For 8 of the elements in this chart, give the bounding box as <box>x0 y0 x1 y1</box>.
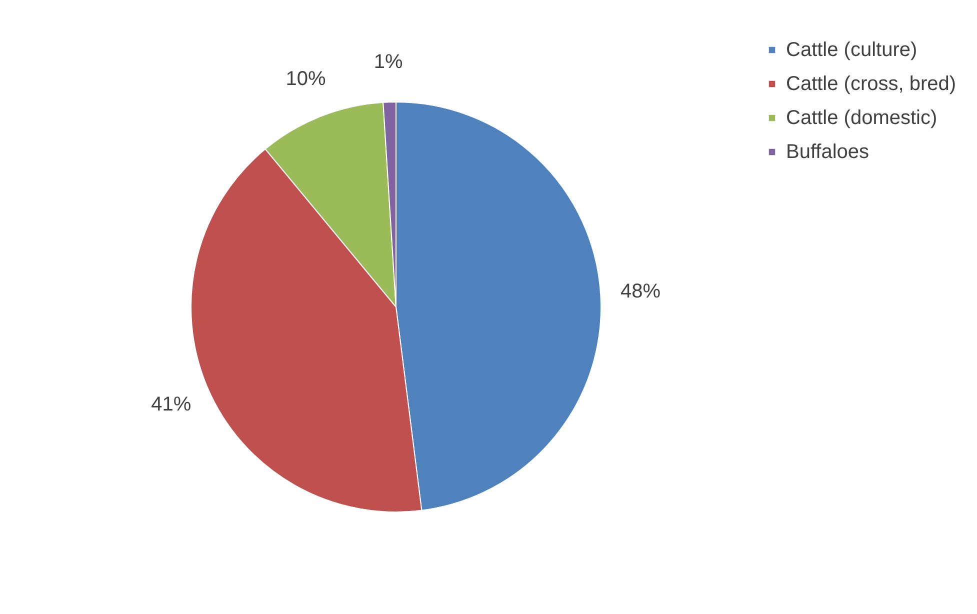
data-label: 41% <box>151 393 192 416</box>
legend-label: Cattle (culture) <box>786 39 918 61</box>
legend-label: Buffaloes <box>786 141 870 163</box>
data-label: 10% <box>286 68 326 90</box>
data-label: 48% <box>620 280 661 303</box>
legend-label: Cattle (cross, bred) <box>786 73 956 95</box>
data-label: 1% <box>374 51 403 74</box>
legend-label: Cattle (domestic) <box>786 107 938 129</box>
